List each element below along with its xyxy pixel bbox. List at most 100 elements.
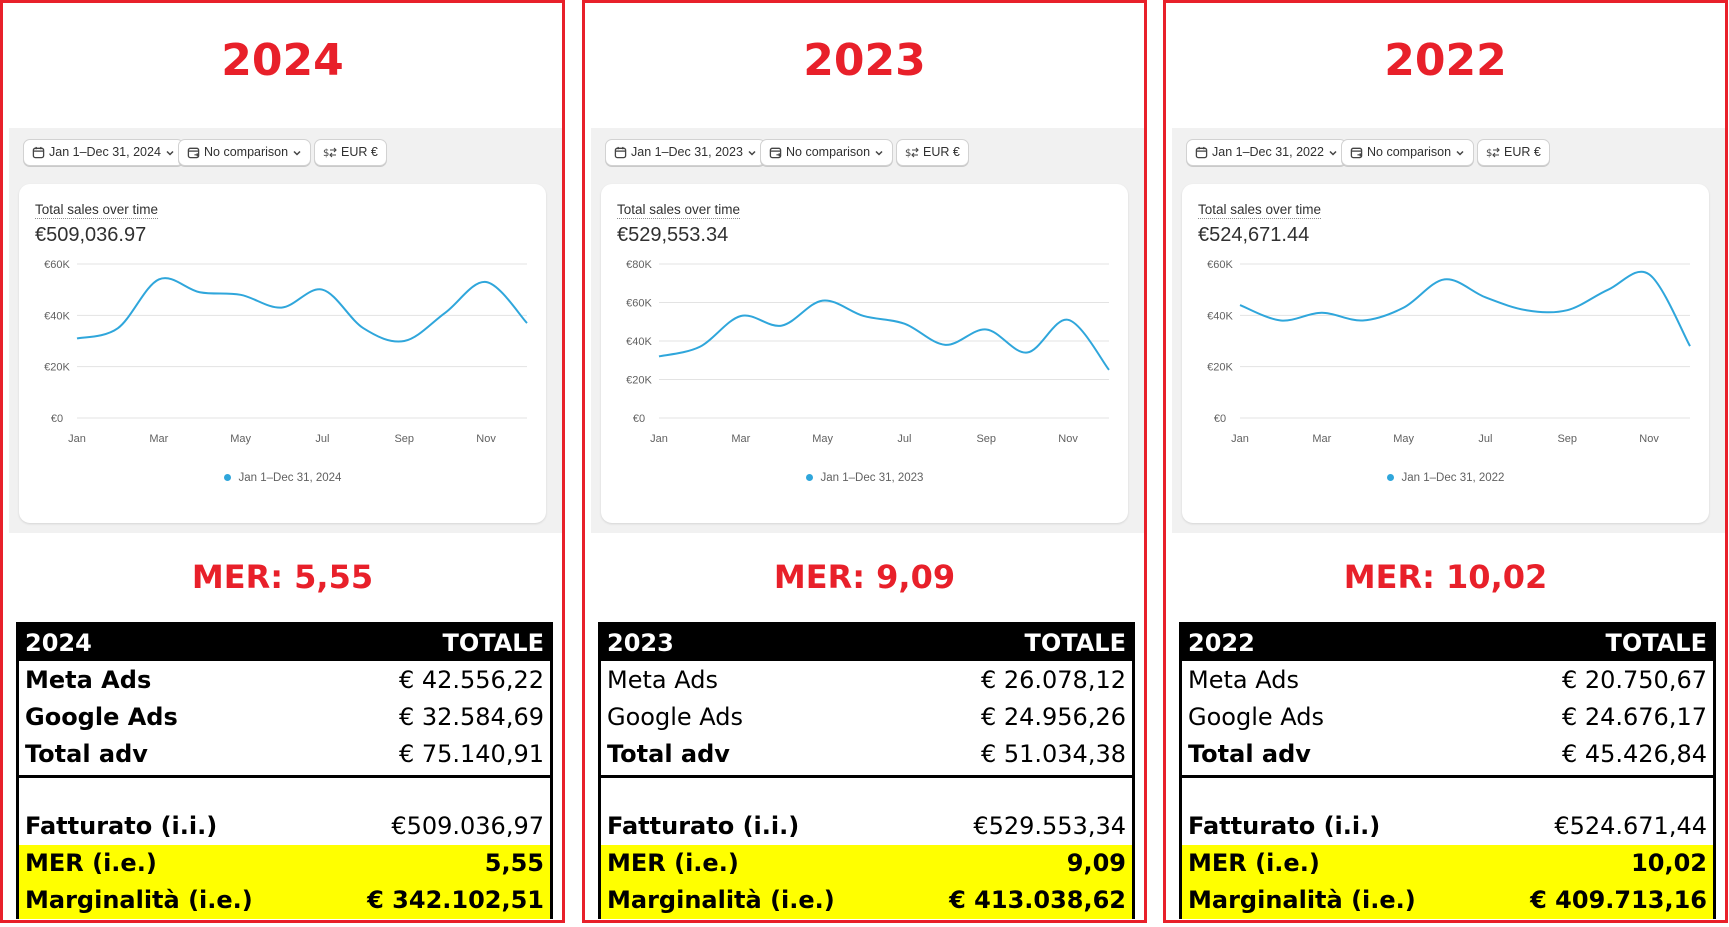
table-divider: [1182, 775, 1713, 778]
row-label: Total adv: [25, 740, 148, 768]
row-label: MER (i.e.): [607, 849, 739, 877]
x-tick-label: Jan: [1231, 433, 1249, 445]
date-range-button[interactable]: Jan 1–Dec 31, 2022: [1186, 139, 1347, 166]
legend-dot: [805, 474, 813, 482]
x-tick-label: Jul: [897, 433, 911, 445]
chevron-down-icon: [166, 150, 174, 156]
currency-icon: $: [905, 147, 919, 159]
chevron-down-icon: [748, 150, 756, 156]
analytics-screenshot: Jan 1–Dec 31, 2024 No comparison $ EUR €…: [9, 128, 562, 533]
y-tick-label: €60K: [626, 298, 652, 310]
table-row-google-ads: Google Ads € 24.676,17: [1182, 699, 1713, 736]
table-row-mer: MER (i.e.) 9,09: [601, 845, 1132, 882]
sales-card: Total sales over time €509,036.97 €0 €20K…: [19, 184, 546, 523]
analytics-screenshot: Jan 1–Dec 31, 2023 No comparison $ EUR €…: [591, 128, 1144, 533]
svg-text:$: $: [905, 148, 911, 159]
calendar-icon: [32, 146, 45, 159]
legend-dot: [1386, 474, 1394, 482]
card-title[interactable]: Total sales over time: [1198, 202, 1322, 219]
summary-table: 2022 TOTALE Meta Ads € 20.750,67 Google Ad…: [1179, 622, 1716, 919]
comparison-label: No comparison: [786, 145, 871, 159]
calendar-icon: [1195, 146, 1208, 159]
panel-2023: 2023 Jan 1–Dec 31, 2023 No comparison $ …: [582, 0, 1147, 923]
row-value: 10,02: [1631, 849, 1707, 877]
table-row-total-adv: Total adv € 75.140,91: [19, 736, 550, 773]
y-tick-label: €20K: [1207, 362, 1233, 374]
row-value: € 26.078,12: [980, 666, 1126, 694]
date-range-label: Jan 1–Dec 31, 2022: [1212, 145, 1324, 159]
comparison-button[interactable]: No comparison: [1341, 139, 1475, 166]
series-line: [658, 299, 1110, 371]
table-row-marginalita: Marginalità (i.e.) € 409.713,16: [1182, 882, 1713, 919]
card-title[interactable]: Total sales over time: [617, 202, 741, 219]
summary-table: 2023 TOTALE Meta Ads € 26.078,12 Google Ad…: [598, 622, 1135, 919]
table-divider: [601, 775, 1132, 778]
row-value: € 75.140,91: [398, 740, 544, 768]
x-tick-label: Sep: [394, 433, 414, 445]
row-value: € 51.034,38: [980, 740, 1126, 768]
x-tick-label: Jan: [68, 433, 86, 445]
y-tick-label: €40K: [1207, 310, 1233, 322]
date-range-button[interactable]: Jan 1–Dec 31, 2023: [605, 139, 766, 166]
table-row-fatturato: Fatturato (i.i.) €524.671,44: [1182, 808, 1713, 845]
row-value: € 32.584,69: [398, 703, 544, 731]
chevron-down-icon: [293, 150, 301, 156]
row-label: Total adv: [607, 740, 730, 768]
summary-table: 2024 TOTALE Meta Ads € 42.556,22 Google Ad…: [16, 622, 553, 919]
compare-icon: [187, 147, 200, 159]
table-header-row: 2024 TOTALE: [19, 625, 550, 661]
y-tick-label: €0: [633, 413, 645, 425]
row-label: Meta Ads: [25, 666, 152, 694]
table-header-year: 2022: [1188, 629, 1255, 657]
comparison-button[interactable]: No comparison: [178, 139, 312, 166]
currency-button[interactable]: $ EUR €: [896, 139, 969, 166]
y-tick-label: €60K: [1207, 259, 1233, 271]
table-header-total: TOTALE: [1024, 629, 1126, 657]
row-label: MER (i.e.): [25, 849, 157, 877]
table-row-marginalita: Marginalità (i.e.) € 342.102,51: [19, 882, 550, 919]
row-value: € 45.426,84: [1561, 740, 1707, 768]
compare-icon: [1350, 147, 1363, 159]
table-header-total: TOTALE: [1605, 629, 1707, 657]
comparison-button[interactable]: No comparison: [760, 139, 894, 166]
mer-heading: MER: 9,09: [773, 558, 956, 596]
table-header-row: 2023 TOTALE: [601, 625, 1132, 661]
row-value: €509.036,97: [391, 812, 544, 840]
panel-year-title: 2022: [1384, 35, 1507, 86]
row-label: Fatturato (i.i.): [607, 812, 800, 840]
sales-card: Total sales over time €524,671.44 €0 €20K…: [1182, 184, 1709, 523]
panel-2022: 2022 Jan 1–Dec 31, 2022 No comparison $ …: [1163, 0, 1728, 923]
chart-legend: Jan 1–Dec 31, 2024: [19, 472, 546, 484]
y-tick-label: €20K: [44, 362, 70, 374]
x-tick-label: May: [1393, 433, 1414, 445]
currency-label: EUR €: [341, 145, 378, 159]
table-row-fatturato: Fatturato (i.i.) €509.036,97: [19, 808, 550, 845]
x-tick-label: Jan: [650, 433, 668, 445]
table-header-total: TOTALE: [442, 629, 544, 657]
svg-text:$: $: [323, 148, 329, 159]
x-tick-label: Nov: [1058, 433, 1078, 445]
row-value: € 409.713,16: [1530, 886, 1707, 914]
row-label: Google Ads: [607, 703, 743, 731]
y-tick-label: €20K: [626, 375, 652, 387]
row-value: € 20.750,67: [1561, 666, 1707, 694]
table-row-mer: MER (i.e.) 10,02: [1182, 845, 1713, 882]
card-title[interactable]: Total sales over time: [35, 202, 159, 219]
date-range-button[interactable]: Jan 1–Dec 31, 2024: [23, 139, 184, 166]
currency-button[interactable]: $ EUR €: [314, 139, 387, 166]
x-tick-label: Sep: [976, 433, 996, 445]
currency-button[interactable]: $ EUR €: [1477, 139, 1550, 166]
chevron-down-icon: [1329, 150, 1337, 156]
date-range-label: Jan 1–Dec 31, 2023: [631, 145, 743, 159]
row-label: MER (i.e.): [1188, 849, 1320, 877]
series-line: [76, 277, 528, 343]
table-row-total-adv: Total adv € 51.034,38: [601, 736, 1132, 773]
table-row-marginalita: Marginalità (i.e.) € 413.038,62: [601, 882, 1132, 919]
y-tick-label: €0: [1214, 413, 1226, 425]
legend-label: Jan 1–Dec 31, 2023: [820, 472, 924, 484]
table-header-row: 2022 TOTALE: [1182, 625, 1713, 661]
y-tick-label: €40K: [626, 336, 652, 348]
row-label: Total adv: [1188, 740, 1311, 768]
x-tick-label: Sep: [1557, 433, 1577, 445]
chevron-down-icon: [1456, 150, 1464, 156]
